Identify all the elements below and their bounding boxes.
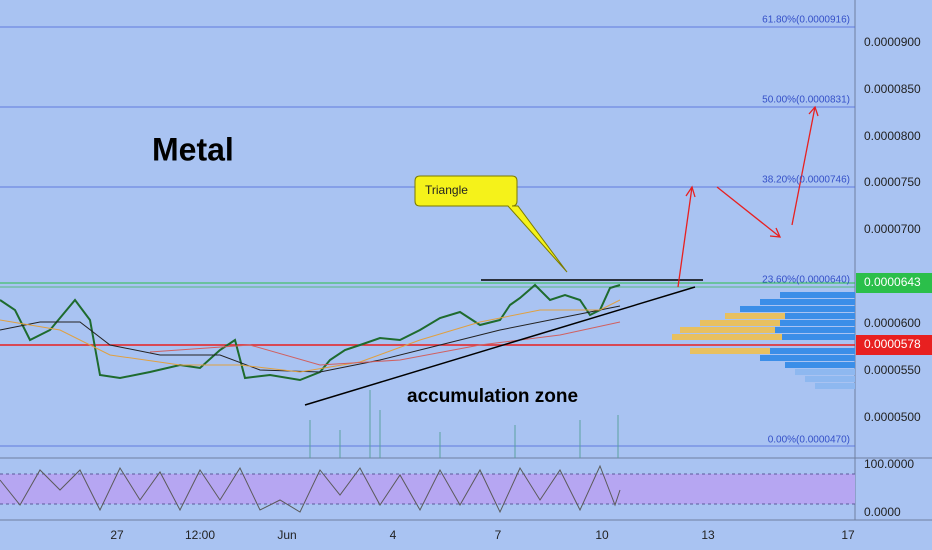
time-tick: 7 — [495, 528, 502, 542]
fib-label: 38.20%(0.0000746) — [762, 175, 850, 186]
price-tick: 0.0000550 — [864, 363, 921, 377]
trend-line — [304, 286, 696, 406]
oscillator-tick: 0.0000 — [864, 505, 901, 519]
fib-label: 0.00%(0.0000470) — [768, 435, 850, 446]
fib-label: 50.00%(0.0000831) — [762, 95, 850, 106]
oscillator-band — [0, 474, 855, 504]
oscillator-tick: 100.0000 — [864, 457, 914, 471]
level-badge — [856, 335, 932, 355]
price-tick: 0.0000900 — [864, 35, 921, 49]
zone-label: accumulation zone — [407, 386, 578, 407]
volume-bars — [309, 390, 619, 458]
price-tick: 0.0000700 — [864, 222, 921, 236]
price-tick: 0.0000750 — [864, 175, 921, 189]
callout-box — [414, 175, 568, 273]
title: Metal — [152, 131, 234, 167]
time-tick: 4 — [390, 528, 397, 542]
current-price-badge — [856, 273, 932, 293]
oscillator-bounds — [0, 473, 855, 505]
time-tick: 10 — [595, 528, 609, 542]
moving-average — [0, 299, 621, 373]
moving-average — [0, 305, 621, 373]
price-tick: 0.0000800 — [864, 129, 921, 143]
fib-label: 23.60%(0.0000640) — [762, 275, 850, 286]
time-tick: 12:00 — [185, 528, 215, 542]
price-tick: 0.0000600 — [864, 316, 921, 330]
time-tick: Jun — [277, 528, 296, 542]
time-tick: 27 — [110, 528, 124, 542]
fib-label: 61.80%(0.0000916) — [762, 15, 850, 26]
volume-profile — [672, 292, 855, 389]
time-tick: 17 — [841, 528, 855, 542]
time-tick: 13 — [701, 528, 715, 542]
time-axis: 27 12:00 Jun 4 7 10 13 17 — [110, 528, 855, 542]
price-tick: 0.0000850 — [864, 82, 921, 96]
oscillator-line — [0, 464, 621, 514]
price-axis: 0.0000900 0.0000850 0.0000800 0.0000750 … — [864, 35, 921, 424]
price-path — [0, 283, 621, 382]
projection-arrows — [677, 105, 819, 288]
moving-average — [149, 321, 621, 366]
current-price: 0.0000643 — [864, 275, 921, 289]
price-tick: 0.0000500 — [864, 410, 921, 424]
callout-text: Triangle — [425, 183, 468, 197]
level-price: 0.0000578 — [864, 337, 921, 351]
